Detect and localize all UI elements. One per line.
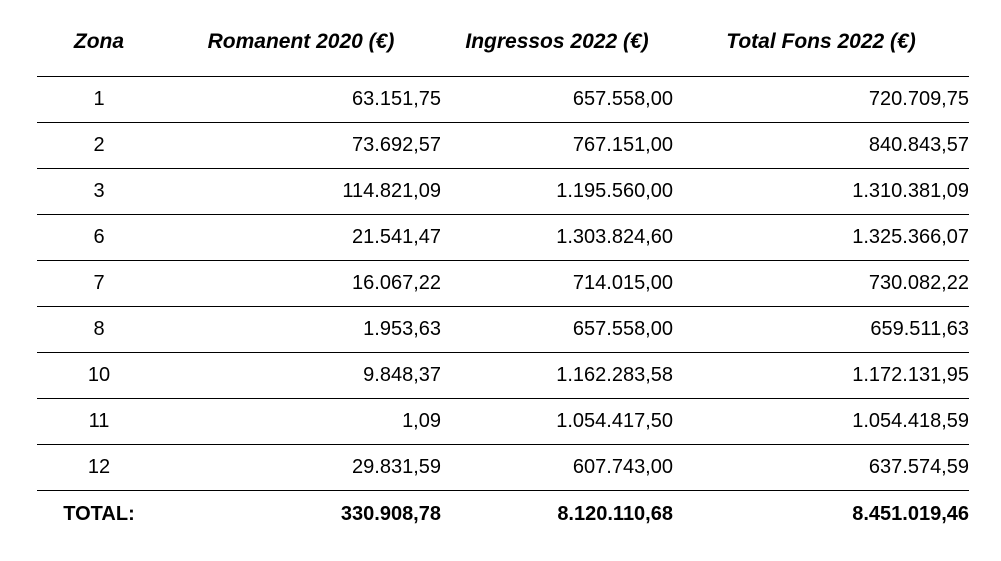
cell-ingressos: 1.195.560,00: [441, 168, 673, 215]
cell-ingressos: 1.303.824,60: [441, 214, 673, 261]
cell-romanent: 1.953,63: [161, 306, 441, 353]
cell-romanent: 114.821,09: [161, 168, 441, 215]
cell-zona: 1: [37, 76, 161, 123]
column-header-total-fons: Total Fons 2022 (€): [673, 8, 969, 77]
cell-ingressos: 657.558,00: [441, 76, 673, 123]
cell-ingressos: 607.743,00: [441, 444, 673, 491]
column-header-ingressos: Ingressos 2022 (€): [441, 8, 673, 77]
table-row: 12 29.831,59 607.743,00 637.574,59: [37, 444, 969, 491]
cell-zona: 12: [37, 444, 161, 491]
cell-zona: 2: [37, 122, 161, 169]
cell-ingressos: 767.151,00: [441, 122, 673, 169]
cell-zona: 3: [37, 168, 161, 215]
table-row: 6 21.541,47 1.303.824,60 1.325.366,07: [37, 214, 969, 261]
total-row: TOTAL: 330.908,78 8.120.110,68 8.451.019…: [37, 491, 969, 538]
cell-total-fons: 720.709,75: [673, 76, 969, 123]
cell-romanent: 1,09: [161, 398, 441, 445]
cell-zona: 7: [37, 260, 161, 307]
zones-funds-table-container: Zona Romanent 2020 (€) Ingressos 2022 (€…: [37, 8, 969, 537]
cell-total-fons: 1.325.366,07: [673, 214, 969, 261]
table-row: 3 114.821,09 1.195.560,00 1.310.381,09: [37, 168, 969, 215]
cell-romanent: 73.692,57: [161, 122, 441, 169]
cell-romanent: 16.067,22: [161, 260, 441, 307]
table-row: 2 73.692,57 767.151,00 840.843,57: [37, 122, 969, 169]
column-header-romanent: Romanent 2020 (€): [161, 8, 441, 77]
total-fons-value: 8.451.019,46: [852, 502, 969, 525]
cell-total-fons: 1.054.418,59: [673, 398, 969, 445]
table-row: 8 1.953,63 657.558,00 659.511,63: [37, 306, 969, 353]
total-romanent-value: 330.908,78: [340, 502, 441, 525]
cell-total-fons: 1.172.131,95: [673, 352, 969, 399]
cell-zona: 6: [37, 214, 161, 261]
cell-zona: 8: [37, 306, 161, 353]
cell-zona: 10: [37, 352, 161, 399]
cell-total-fons: 659.511,63: [673, 306, 969, 353]
cell-total-fons: 730.082,22: [673, 260, 969, 307]
cell-ingressos: 1.162.283,58: [441, 352, 673, 399]
zones-funds-table: Zona Romanent 2020 (€) Ingressos 2022 (€…: [37, 8, 969, 537]
table-row: 1 63.151,75 657.558,00 720.709,75: [37, 76, 969, 123]
table-row: 7 16.067,22 714.015,00 730.082,22: [37, 260, 969, 307]
cell-romanent: 21.541,47: [161, 214, 441, 261]
table-header-row: Zona Romanent 2020 (€) Ingressos 2022 (€…: [37, 8, 969, 77]
cell-total-fons: 840.843,57: [673, 122, 969, 169]
cell-ingressos: 657.558,00: [441, 306, 673, 353]
cell-total-fons: 1.310.381,09: [673, 168, 969, 215]
cell-romanent: 63.151,75: [161, 76, 441, 123]
cell-zona: 11: [37, 398, 161, 445]
total-ingressos-value: 8.120.110,68: [557, 502, 673, 525]
cell-ingressos: 714.015,00: [441, 260, 673, 307]
table-row: 11 1,09 1.054.417,50 1.054.418,59: [37, 398, 969, 445]
table-row: 10 9.848,37 1.162.283,58 1.172.131,95: [37, 352, 969, 399]
cell-romanent: 29.831,59: [161, 444, 441, 491]
column-header-zona: Zona: [37, 8, 161, 77]
cell-ingressos: 1.054.417,50: [441, 398, 673, 445]
total-label: TOTAL:: [63, 502, 135, 525]
cell-total-fons: 637.574,59: [673, 444, 969, 491]
cell-romanent: 9.848,37: [161, 352, 441, 399]
